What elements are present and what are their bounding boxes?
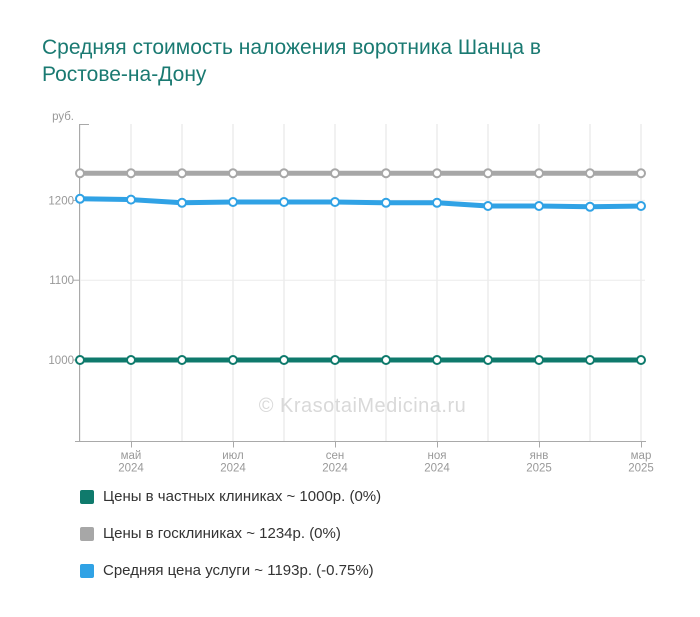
x-tick-label-month: ноя (428, 450, 447, 462)
legend-swatch (80, 489, 94, 504)
data-point-marker (330, 196, 340, 207)
x-tick-label-month: май (121, 450, 142, 462)
data-point-marker (279, 168, 289, 179)
y-tick-label: 1200 (48, 195, 74, 207)
data-point-marker (432, 168, 442, 179)
watermark: © KrasotaiMedicina.ru (258, 395, 467, 417)
legend-label: Цены в госклиниках ~ 1234р. (0%) (103, 525, 341, 542)
data-point-marker (279, 196, 289, 207)
data-point-marker (585, 168, 595, 179)
price-trend-chart: 100011001200руб.май2024июл2024сен2024ноя… (48, 111, 654, 475)
data-point-marker (585, 201, 595, 212)
data-point-marker (75, 168, 85, 179)
data-point-marker (177, 168, 187, 179)
legend-item: Средняя цена услуги ~ 1193р. (-0.75%) (80, 562, 381, 579)
data-point-marker (330, 355, 340, 365)
legend-item: Цены в частных клиниках ~ 1000р. (0%) (80, 488, 382, 505)
x-tick-label-year: 2025 (526, 463, 552, 475)
data-point-marker (126, 194, 136, 205)
data-point-marker (534, 168, 544, 179)
data-point-marker (534, 200, 544, 211)
legend-item: Цены в госклиниках ~ 1234р. (0%) (80, 525, 381, 542)
legend-label: Цены в частных клиниках ~ 1000р. (0%) (103, 488, 382, 505)
data-point-marker (636, 200, 646, 211)
data-point-marker (636, 355, 646, 365)
data-point-marker (177, 355, 187, 365)
chart-legend: Цены в частных клиниках ~ 1000р. (0%) Цен… (80, 488, 382, 579)
data-point-marker (381, 168, 391, 179)
x-tick-label-year: 2024 (424, 463, 450, 475)
data-point-marker (279, 355, 289, 365)
data-point-marker (483, 200, 493, 211)
y-tick-label: 1100 (49, 275, 74, 287)
data-point-marker (330, 168, 340, 179)
x-tick-label-month: янв (530, 450, 549, 462)
data-point-marker (534, 355, 544, 365)
data-point-marker (228, 355, 238, 365)
x-tick-label-year: 2025 (628, 463, 654, 475)
data-point-marker (75, 355, 85, 365)
data-point-marker (585, 355, 595, 365)
legend-swatch (80, 563, 94, 578)
y-tick-label: 1000 (48, 355, 74, 367)
y-axis-unit-label: руб. (52, 111, 74, 123)
x-tick-label-year: 2024 (118, 463, 144, 475)
data-point-marker (432, 355, 442, 365)
data-point-marker (381, 355, 391, 365)
data-point-marker (381, 197, 391, 208)
data-point-marker (177, 197, 187, 208)
data-point-marker (432, 197, 442, 208)
x-tick-label-year: 2024 (220, 463, 246, 475)
data-point-marker (228, 168, 238, 179)
legend-swatch (80, 526, 94, 541)
data-point-marker (483, 168, 493, 179)
x-tick-label-year: 2024 (322, 463, 348, 475)
legend-label: Средняя цена услуги ~ 1193р. (-0.75%) (103, 562, 374, 579)
data-point-marker (126, 355, 136, 365)
x-tick-label-month: сен (326, 450, 345, 462)
x-tick-label-month: мар (631, 450, 652, 462)
series-line (79, 196, 642, 210)
x-tick-label-month: июл (222, 450, 244, 462)
data-point-marker (483, 355, 493, 365)
data-point-marker (636, 168, 646, 179)
data-point-marker (228, 196, 238, 207)
chart-title: Средняя стоимость наложения воротника Ша… (42, 36, 542, 86)
data-point-marker (75, 193, 85, 204)
data-point-marker (126, 168, 136, 179)
